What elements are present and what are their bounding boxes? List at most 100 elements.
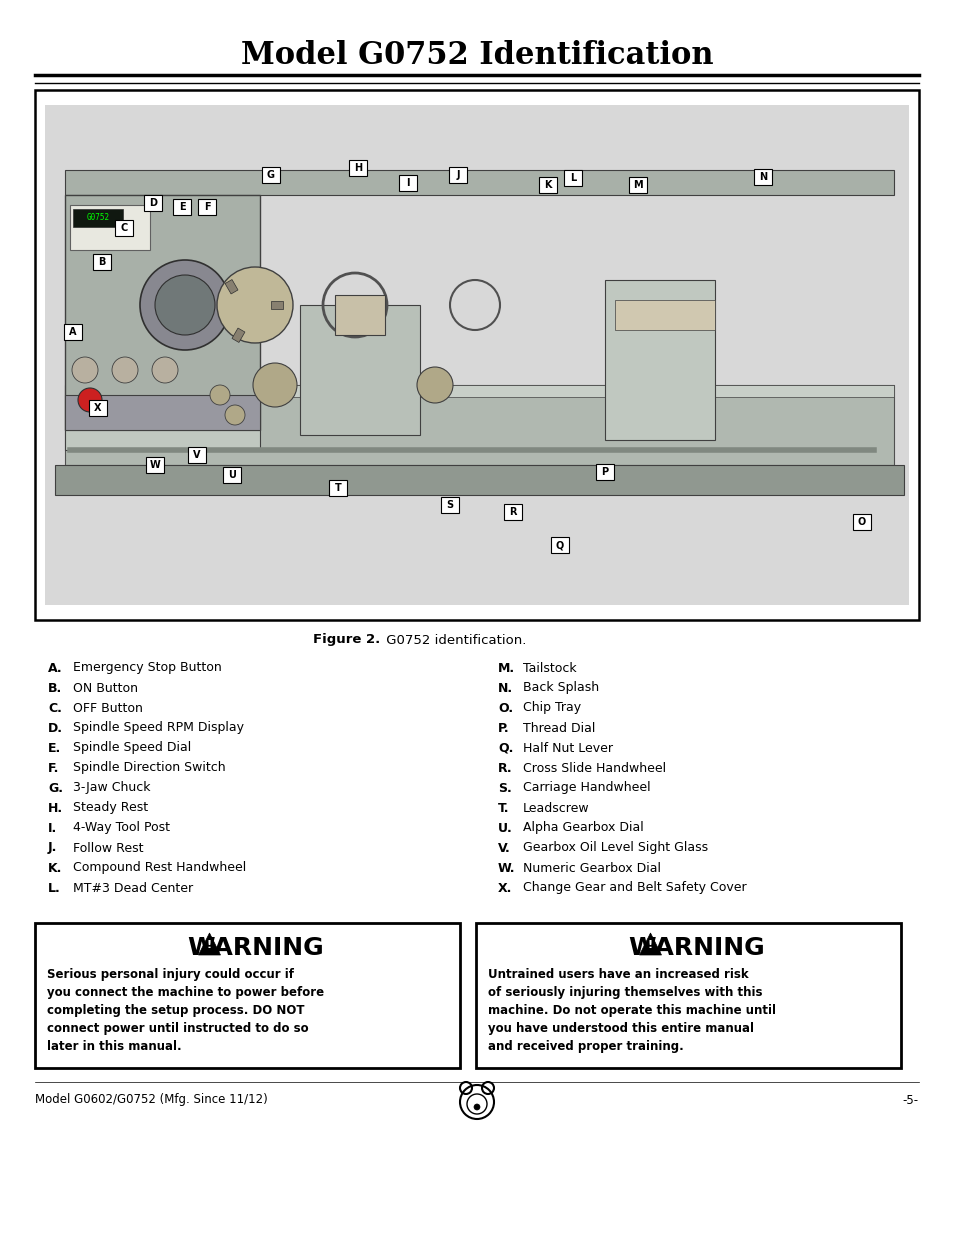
Bar — [335, 295, 385, 335]
Text: Cross Slide Handwheel: Cross Slide Handwheel — [522, 762, 665, 774]
Circle shape — [154, 275, 214, 335]
Bar — [299, 305, 419, 435]
Polygon shape — [198, 932, 220, 955]
Bar — [538, 177, 557, 193]
Text: C.: C. — [48, 701, 62, 715]
Bar — [449, 167, 467, 183]
Text: Spindle Speed RPM Display: Spindle Speed RPM Display — [73, 721, 244, 735]
Text: D: D — [149, 198, 157, 207]
Text: Follow Rest: Follow Rest — [73, 841, 143, 855]
Bar — [271, 301, 283, 309]
Bar — [349, 161, 367, 177]
Text: Q: Q — [556, 540, 563, 550]
Text: Steady Rest: Steady Rest — [73, 802, 148, 815]
Text: G: G — [267, 170, 274, 180]
Bar — [64, 324, 82, 340]
Circle shape — [474, 1104, 479, 1110]
Text: 3-Jaw Chuck: 3-Jaw Chuck — [73, 782, 151, 794]
Text: Spindle Speed Dial: Spindle Speed Dial — [73, 741, 191, 755]
Text: V: V — [193, 450, 200, 459]
Bar — [144, 195, 162, 211]
Bar — [172, 199, 191, 215]
Bar — [440, 496, 458, 513]
Text: T: T — [335, 483, 341, 493]
Text: OFF Button: OFF Button — [73, 701, 143, 715]
Bar — [198, 199, 215, 215]
Circle shape — [152, 357, 178, 383]
Bar — [563, 170, 581, 186]
Text: !: ! — [207, 940, 212, 950]
Text: J: J — [456, 170, 459, 180]
Text: X.: X. — [497, 882, 512, 894]
Bar — [188, 447, 206, 463]
Bar — [115, 220, 132, 236]
Text: W.: W. — [497, 862, 515, 874]
Text: P: P — [600, 467, 608, 477]
Text: M: M — [633, 180, 642, 190]
Circle shape — [71, 357, 98, 383]
Text: U.: U. — [497, 821, 512, 835]
Text: I: I — [406, 178, 410, 188]
Text: S.: S. — [497, 782, 511, 794]
Text: D.: D. — [48, 721, 63, 735]
Text: U: U — [228, 471, 235, 480]
Text: L: L — [569, 173, 576, 183]
Text: F.: F. — [48, 762, 59, 774]
Text: WARNING: WARNING — [187, 936, 323, 960]
Text: Chip Tray: Chip Tray — [522, 701, 580, 715]
Text: B: B — [98, 257, 106, 267]
Bar — [753, 169, 771, 185]
Bar — [65, 385, 893, 466]
Polygon shape — [639, 932, 660, 955]
Text: R: R — [509, 508, 517, 517]
Text: C: C — [120, 224, 128, 233]
Bar — [329, 480, 347, 496]
Text: W: W — [150, 459, 160, 471]
Text: L.: L. — [48, 882, 61, 894]
Text: S: S — [446, 500, 453, 510]
Text: 4-Way Tool Post: 4-Way Tool Post — [73, 821, 170, 835]
Bar — [476, 923, 900, 1068]
Bar — [70, 205, 150, 249]
Circle shape — [112, 357, 138, 383]
Bar — [65, 170, 893, 195]
Bar — [92, 254, 111, 270]
Text: A.: A. — [48, 662, 63, 674]
Text: Figure 2.: Figure 2. — [313, 634, 379, 646]
Bar — [852, 514, 870, 530]
Bar — [89, 400, 107, 416]
Bar — [35, 923, 459, 1068]
Text: ON Button: ON Button — [73, 682, 138, 694]
Text: V.: V. — [497, 841, 510, 855]
Text: Half Nut Lever: Half Nut Lever — [522, 741, 613, 755]
Text: P.: P. — [497, 721, 509, 735]
Bar — [551, 537, 568, 553]
Text: Thread Dial: Thread Dial — [522, 721, 595, 735]
Text: Carriage Handwheel: Carriage Handwheel — [522, 782, 650, 794]
Text: B.: B. — [48, 682, 62, 694]
Text: H.: H. — [48, 802, 63, 815]
Text: Model G0602/G0752 (Mfg. Since 11/12): Model G0602/G0752 (Mfg. Since 11/12) — [35, 1093, 268, 1107]
Text: E.: E. — [48, 741, 61, 755]
Bar — [232, 329, 245, 342]
Text: Tailstock: Tailstock — [522, 662, 576, 674]
Bar — [65, 195, 260, 430]
Bar — [45, 105, 908, 605]
Bar — [596, 464, 614, 480]
Bar — [55, 466, 903, 495]
Text: N: N — [759, 172, 766, 182]
Text: I.: I. — [48, 821, 57, 835]
Text: A: A — [70, 327, 76, 337]
Circle shape — [140, 261, 230, 350]
Text: G0752: G0752 — [87, 214, 110, 222]
Circle shape — [225, 405, 245, 425]
Text: E: E — [178, 203, 185, 212]
Text: Numeric Gearbox Dial: Numeric Gearbox Dial — [522, 862, 660, 874]
Text: MT#3 Dead Center: MT#3 Dead Center — [73, 882, 193, 894]
Text: Model G0752 Identification: Model G0752 Identification — [240, 40, 713, 70]
Text: Leadscrew: Leadscrew — [522, 802, 589, 815]
Circle shape — [210, 385, 230, 405]
Text: Untrained users have an increased risk
of seriously injuring themselves with thi: Untrained users have an increased risk o… — [488, 968, 775, 1053]
Text: G.: G. — [48, 782, 63, 794]
Bar — [604, 280, 714, 440]
